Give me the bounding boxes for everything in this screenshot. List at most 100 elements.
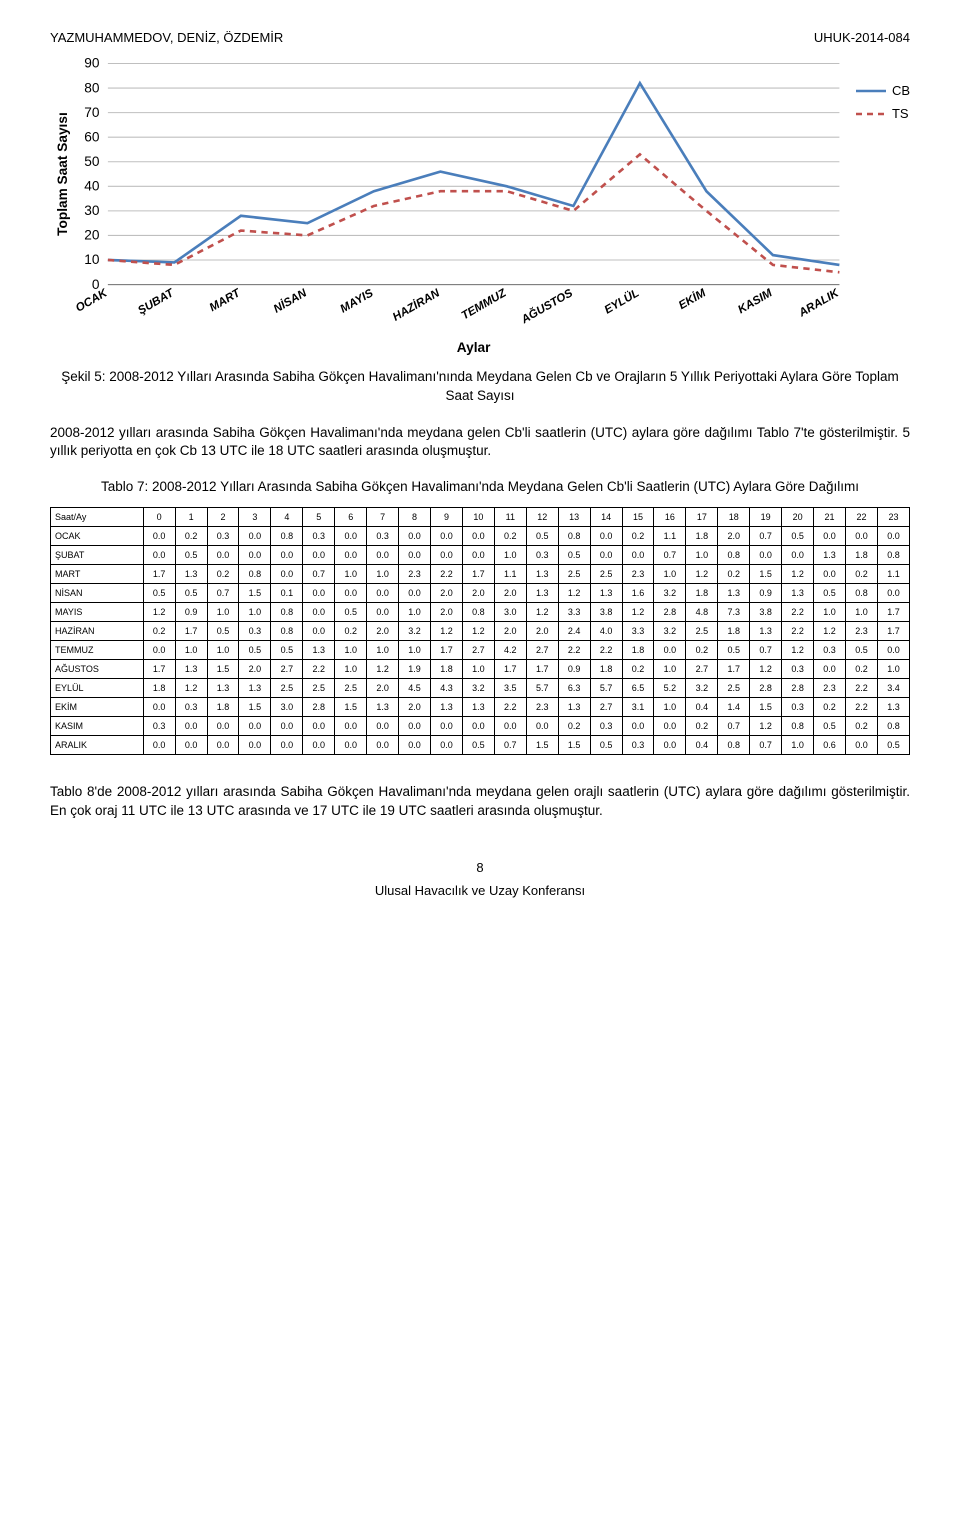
col-header: 16 xyxy=(654,508,686,527)
table-cell: 0.0 xyxy=(143,546,175,565)
table-cell: 0.5 xyxy=(271,641,303,660)
svg-text:NİSAN: NİSAN xyxy=(271,286,309,316)
table-cell: 1.0 xyxy=(335,565,367,584)
table-cell: 4.5 xyxy=(399,679,431,698)
page-footer: 8 Ulusal Havacılık ve Uzay Konferansı xyxy=(50,860,910,898)
table-cell: 0.0 xyxy=(590,546,622,565)
table-cell: 5.2 xyxy=(654,679,686,698)
table-cell: 1.8 xyxy=(431,660,463,679)
table-cell: 0.5 xyxy=(558,546,590,565)
col-header: 23 xyxy=(877,508,909,527)
col-header: 20 xyxy=(782,508,814,527)
table-cell: 2.3 xyxy=(622,565,654,584)
table-cell: 3.3 xyxy=(558,603,590,622)
table-cell: 0.0 xyxy=(239,736,271,755)
table-cell: 1.2 xyxy=(782,565,814,584)
table-cell: 2.0 xyxy=(494,622,526,641)
table-cell: 1.8 xyxy=(590,660,622,679)
table-row: ŞUBAT0.00.50.00.00.00.00.00.00.00.00.01.… xyxy=(51,546,910,565)
col-header: 9 xyxy=(431,508,463,527)
table-cell: 0.0 xyxy=(367,584,399,603)
svg-text:ARALIK: ARALIK xyxy=(796,286,842,320)
table-cell: 1.3 xyxy=(175,565,207,584)
col-header: 22 xyxy=(845,508,877,527)
table-cell: 1.3 xyxy=(175,660,207,679)
col-header: 5 xyxy=(303,508,335,527)
table-cell: 0.0 xyxy=(303,622,335,641)
table-cell: 0.2 xyxy=(845,660,877,679)
table-cell: 2.3 xyxy=(814,679,846,698)
table-cell: 1.2 xyxy=(750,660,782,679)
table-cell: 7.3 xyxy=(718,603,750,622)
table-cell: 0.0 xyxy=(271,736,303,755)
table-cell: 0.8 xyxy=(239,565,271,584)
table-cell: 0.2 xyxy=(814,698,846,717)
table-cell: 0.0 xyxy=(431,717,463,736)
table-cell: 2.0 xyxy=(367,622,399,641)
table-cell: 1.8 xyxy=(686,584,718,603)
table-cell: 1.8 xyxy=(143,679,175,698)
table-cell: 0.5 xyxy=(239,641,271,660)
table-cell: 0.7 xyxy=(303,565,335,584)
table-cell: 0.0 xyxy=(335,546,367,565)
table-cell: 1.5 xyxy=(335,698,367,717)
table-cell: 2.2 xyxy=(494,698,526,717)
table-cell: 0.0 xyxy=(271,565,303,584)
table-cell: 1.7 xyxy=(143,660,175,679)
svg-text:50: 50 xyxy=(84,154,100,169)
table-cell: 1.8 xyxy=(686,527,718,546)
table-cell: 0.2 xyxy=(845,717,877,736)
table-cell: 0.0 xyxy=(877,584,909,603)
table-row: TEMMUZ0.01.01.00.50.51.31.01.01.01.72.74… xyxy=(51,641,910,660)
table-cell: 0.0 xyxy=(271,717,303,736)
table-cell: 0.5 xyxy=(877,736,909,755)
table-cell: 0.0 xyxy=(654,641,686,660)
legend-label: CB xyxy=(892,83,910,98)
table-cell: 2.0 xyxy=(239,660,271,679)
table-cell: 0.0 xyxy=(239,717,271,736)
table-row: AĞUSTOS1.71.31.52.02.72.21.01.21.91.81.0… xyxy=(51,660,910,679)
table-cell: 0.2 xyxy=(207,565,239,584)
table-cell: 0.5 xyxy=(175,546,207,565)
chart-container: 0102030405060708090OCAKŞUBATMARTNİSANMAY… xyxy=(50,53,910,358)
table-cell: 0.2 xyxy=(718,565,750,584)
table-cell: 0.2 xyxy=(143,622,175,641)
table-cell: 1.5 xyxy=(750,565,782,584)
table-cell: 0.0 xyxy=(462,527,494,546)
table-cell: 6.5 xyxy=(622,679,654,698)
table-cell: 1.0 xyxy=(399,603,431,622)
table-cell: 0.0 xyxy=(431,546,463,565)
table-cell: 0.8 xyxy=(845,584,877,603)
table-cell: 1.4 xyxy=(718,698,750,717)
table-cell: 2.0 xyxy=(431,584,463,603)
table-cell: 0.0 xyxy=(239,527,271,546)
table-cell: 3.2 xyxy=(654,584,686,603)
table-cell: 0.0 xyxy=(399,717,431,736)
table-cell: 0.0 xyxy=(271,546,303,565)
table-cell: 1.0 xyxy=(462,660,494,679)
table-cell: 1.7 xyxy=(462,565,494,584)
table-cell: 1.3 xyxy=(814,546,846,565)
svg-text:80: 80 xyxy=(84,80,100,95)
table-cell: 0.3 xyxy=(782,660,814,679)
table-cell: 1.7 xyxy=(877,622,909,641)
conference-name: Ulusal Havacılık ve Uzay Konferansı xyxy=(50,883,910,898)
table-cell: 3.3 xyxy=(622,622,654,641)
table-cell: 2.0 xyxy=(399,698,431,717)
table-cell: 0.2 xyxy=(494,527,526,546)
table-cell: 1.0 xyxy=(654,660,686,679)
row-header: ŞUBAT xyxy=(51,546,144,565)
table-cell: 4.0 xyxy=(590,622,622,641)
table-cell: 1.3 xyxy=(558,698,590,717)
table-cell: 1.5 xyxy=(558,736,590,755)
svg-text:ŞUBAT: ŞUBAT xyxy=(136,287,177,317)
table-cell: 1.0 xyxy=(494,546,526,565)
table-cell: 0.0 xyxy=(526,717,558,736)
table-cell: 0.0 xyxy=(782,546,814,565)
table-cell: 0.0 xyxy=(814,660,846,679)
table-cell: 2.4 xyxy=(558,622,590,641)
table-cell: 2.0 xyxy=(367,679,399,698)
table-cell: 0.0 xyxy=(303,603,335,622)
table-row: KASIM0.30.00.00.00.00.00.00.00.00.00.00.… xyxy=(51,717,910,736)
table-cell: 1.3 xyxy=(367,698,399,717)
